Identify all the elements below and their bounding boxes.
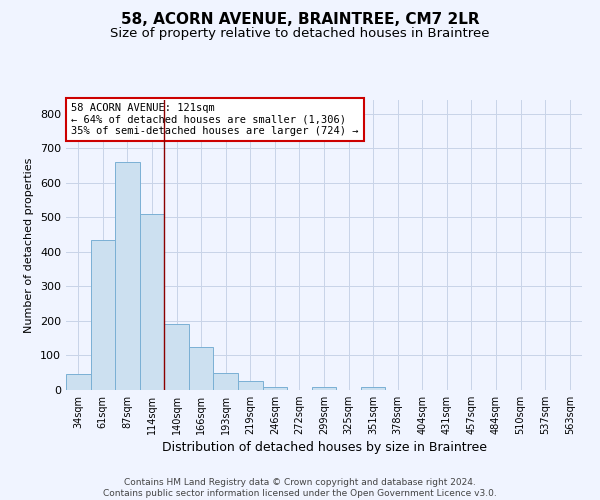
Bar xyxy=(312,387,336,390)
Bar xyxy=(189,347,214,390)
Text: 58 ACORN AVENUE: 121sqm
← 64% of detached houses are smaller (1,306)
35% of semi: 58 ACORN AVENUE: 121sqm ← 64% of detache… xyxy=(71,103,359,136)
X-axis label: Distribution of detached houses by size in Braintree: Distribution of detached houses by size … xyxy=(161,442,487,454)
Bar xyxy=(214,372,238,390)
Bar xyxy=(164,324,189,390)
Bar xyxy=(91,240,115,390)
Bar xyxy=(361,387,385,390)
Bar xyxy=(66,374,91,390)
Bar xyxy=(238,382,263,390)
Y-axis label: Number of detached properties: Number of detached properties xyxy=(25,158,34,332)
Text: Contains HM Land Registry data © Crown copyright and database right 2024.
Contai: Contains HM Land Registry data © Crown c… xyxy=(103,478,497,498)
Text: Size of property relative to detached houses in Braintree: Size of property relative to detached ho… xyxy=(110,28,490,40)
Bar xyxy=(115,162,140,390)
Bar xyxy=(140,214,164,390)
Text: 58, ACORN AVENUE, BRAINTREE, CM7 2LR: 58, ACORN AVENUE, BRAINTREE, CM7 2LR xyxy=(121,12,479,28)
Bar xyxy=(263,387,287,390)
